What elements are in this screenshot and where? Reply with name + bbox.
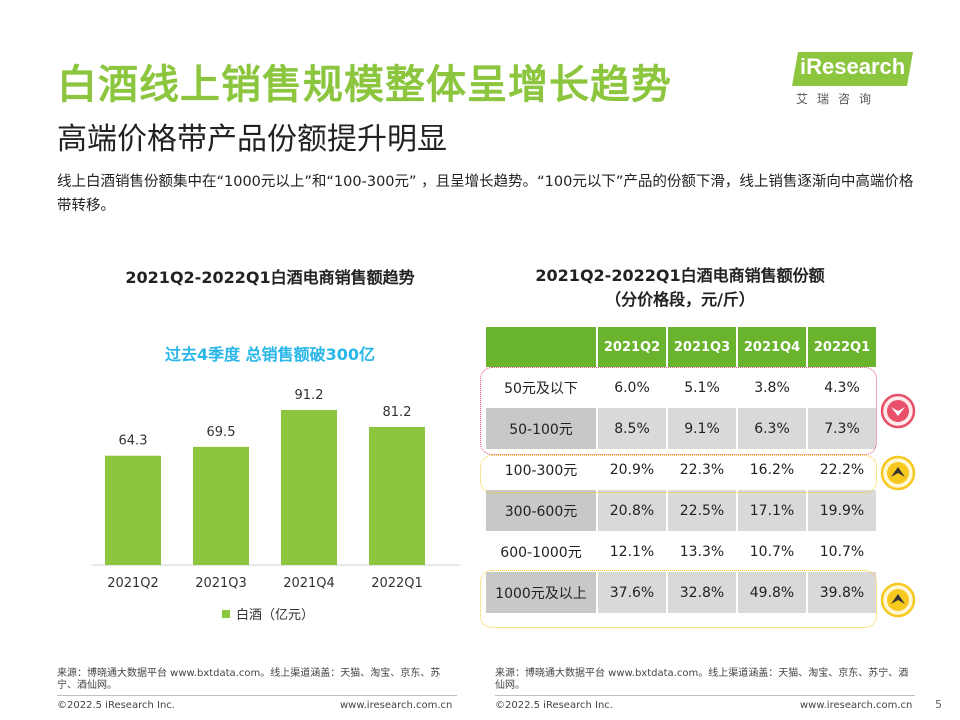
table-cell: 5.1% [666,367,736,408]
table-cell: 19.9% [806,490,876,531]
table-cell: 8.5% [596,408,666,449]
table-cell: 22.5% [666,490,736,531]
page-number: 5 [935,698,942,711]
data-label: 91.2 [295,388,324,403]
high-price-bracket [480,570,877,628]
table-cell: 20.8% [596,490,666,531]
row-label: 1000元及以上 [486,572,596,613]
table-cell: 49.8% [736,572,806,613]
table-cell: 12.1% [596,531,666,572]
table-cell: 10.7% [736,531,806,572]
share-table-title-line1: 2021Q2-2022Q1白酒电商销售额份额 [535,266,825,285]
bar-chart: 64.3 2021Q2 69.5 2021Q3 91.2 2021Q4 81.2 2022Q1 [92,388,460,591]
bar-2021Q4 [281,409,337,565]
data-label: 69.5 [207,425,236,440]
up-arrow-circle-icon [880,455,916,491]
table-row: 50元及以下 6.0% 5.1% 3.8% 4.3% [486,367,876,408]
share-table: 2021Q2 2021Q3 2021Q4 2022Q1 50元及以下 6.0% … [486,327,876,613]
table-cell: 37.6% [596,572,666,613]
share-table-corner [486,327,596,367]
page-subtitle: 高端价格带产品份额提升明显 [57,122,447,157]
x-tick-label: 2021Q4 [283,576,335,591]
table-cell: 6.3% [736,408,806,449]
table-cell: 9.1% [666,408,736,449]
data-label: 64.3 [119,434,148,449]
right-source-note: 来源：博晓通大数据平台 www.bxtdata.com。线上渠道涵盖：天猫、淘宝… [495,668,909,691]
table-row: 50-100元 8.5% 9.1% 6.3% 7.3% [486,408,876,449]
bar-chart-title: 2021Q2-2022Q1白酒电商销售额趋势 [125,268,415,287]
row-label: 300-600元 [486,490,596,531]
right-website: www.iresearch.com.cn [800,700,913,711]
down-arrow-circle-icon [880,393,916,429]
legend-label: 白酒（亿元） [236,608,315,623]
iresearch-logo: iResearch 艾瑞咨询 [790,50,915,110]
right-copyright: ©2022.5 iResearch Inc. [495,700,613,711]
table-cell: 4.3% [806,367,876,408]
logo-subtitle: 艾瑞咨询 [796,92,881,106]
row-label: 50-100元 [486,408,596,449]
table-cell: 10.7% [806,531,876,572]
left-copyright: ©2022.5 iResearch Inc. [57,700,175,711]
column-header: 2021Q4 [736,327,806,367]
up-arrow-circle-icon [880,582,916,618]
share-table-header-row: 2021Q2 2021Q3 2021Q4 2022Q1 [486,327,876,367]
logo-background-icon [792,52,913,86]
table-row: 600-1000元 12.1% 13.3% 10.7% 10.7% [486,531,876,572]
table-cell: 7.3% [806,408,876,449]
bar-2021Q2 [105,455,161,565]
column-header: 2022Q1 [806,327,876,367]
left-footer-divider [57,695,457,696]
column-header: 2021Q3 [666,327,736,367]
table-row: 1000元及以上 37.6% 32.8% 49.8% 39.8% [486,572,876,613]
table-cell: 32.8% [666,572,736,613]
table-cell: 3.8% [736,367,806,408]
bar-2021Q3 [193,446,249,565]
legend-swatch [222,610,230,618]
table-cell: 39.8% [806,572,876,613]
x-tick-label: 2021Q2 [107,576,159,591]
table-cell: 17.1% [736,490,806,531]
left-website: www.iresearch.com.cn [340,700,453,711]
right-footer-divider [495,695,915,696]
x-tick-label: 2021Q3 [195,576,247,591]
x-tick-label: 2022Q1 [371,576,423,591]
bar-2022Q1 [369,426,425,565]
bar-chart-legend: 白酒（亿元） [222,604,314,623]
row-label: 50元及以下 [486,367,596,408]
low-price-bracket [480,367,877,455]
share-table-title: 2021Q2-2022Q1白酒电商销售额份额 （分价格段，元/斤） [470,264,890,312]
table-row: 300-600元 20.8% 22.5% 17.1% 19.9% [486,490,876,531]
logo-brand: iResearch [800,54,906,79]
description-text: 线上白酒销售份额集中在“1000元以上”和“100-300元” ，且呈增长趋势。… [57,174,914,214]
row-label: 600-1000元 [486,531,596,572]
left-source-note: 来源：博晓通大数据平台 www.bxtdata.com。线上渠道涵盖：天猫、淘宝… [57,668,441,691]
mid-price-bracket [480,455,877,493]
column-header: 2021Q2 [596,327,666,367]
page-title: 白酒线上销售规模整体呈增长趋势 [57,62,672,108]
table-cell: 13.3% [666,531,736,572]
data-label: 81.2 [383,405,412,420]
bar-chart-highlight: 过去4季度 总销售额破300亿 [164,345,376,364]
table-cell: 6.0% [596,367,666,408]
share-table-title-line2: （分价格段，元/斤） [605,290,755,309]
